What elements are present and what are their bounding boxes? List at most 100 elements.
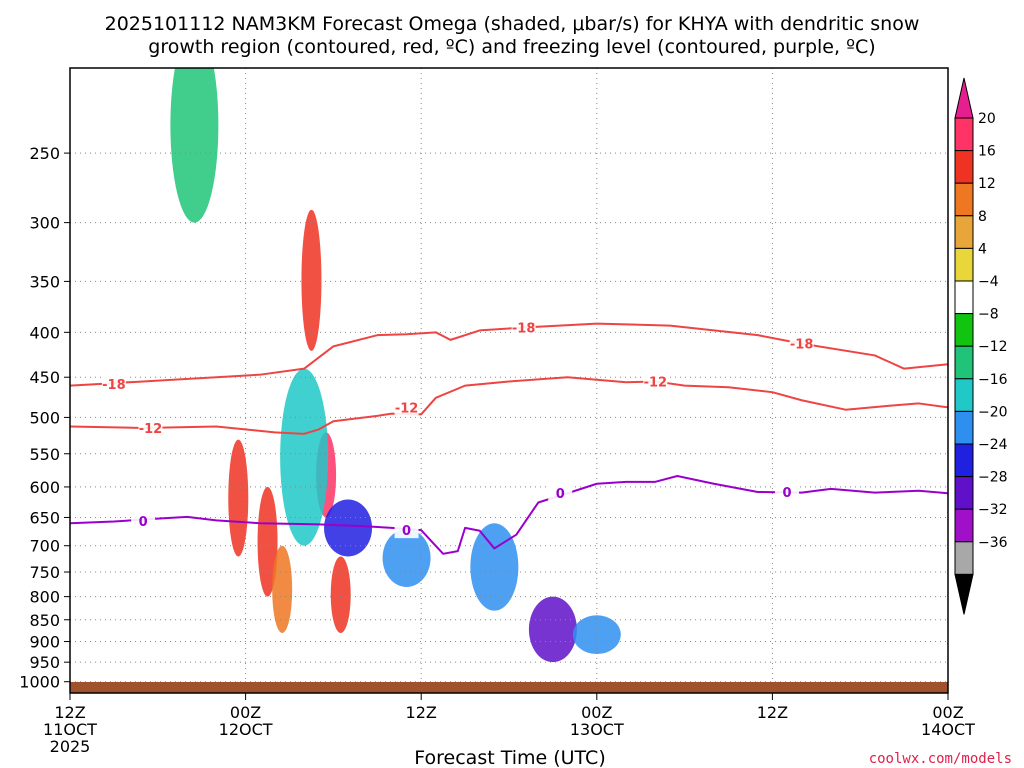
omega-feature: [280, 368, 329, 546]
time-tick-label: 12Z: [406, 703, 437, 722]
colorbar-label: −4: [978, 274, 999, 290]
credit-text: coolwx.com/models: [869, 751, 1012, 767]
omega-feature: [272, 545, 293, 633]
time-tick-label: 12Z: [757, 703, 788, 722]
colorbar-segment: [954, 541, 974, 575]
omega-feature: [572, 615, 621, 655]
omega-feature: [170, 68, 219, 223]
colorbar-segment: [954, 182, 974, 217]
pressure-tick-label: 900: [29, 633, 60, 652]
freezing-level-contour-label-bg: [394, 522, 419, 539]
colorbar-label: −36: [978, 535, 1008, 551]
pressure-tick-label: 850: [29, 611, 60, 630]
pressure-axis: 250 300 350 400 450 500 550 600 650 700 750 800 850 9…: [19, 144, 70, 692]
colorbar-segment: [954, 313, 974, 347]
pressure-tick-label: 800: [29, 588, 60, 607]
colorbar-segment: [954, 117, 974, 152]
dgz-minus18-contour-label: -18: [102, 378, 126, 393]
dgz-minus18-contour-label: -18: [790, 338, 814, 353]
colorbar-label: 8: [978, 209, 987, 225]
freezing-level-contour-label: 0: [783, 486, 792, 501]
dgz-minus12-contour-label-bg: [138, 419, 163, 436]
omega-feature: [470, 523, 519, 611]
colorbar-label: −12: [978, 339, 1008, 355]
colorbar-segment: [954, 410, 974, 445]
dgz-minus18-contour-label-bg: [511, 319, 536, 336]
freezing-level-contour-label: 0: [402, 524, 411, 539]
colorbar-top-arrow: [954, 77, 974, 119]
freezing-level-contour-label-bg: [548, 485, 573, 502]
omega-feature: [228, 439, 249, 557]
dgz-minus12-contour: [70, 376, 948, 435]
time-tick-label: 2025: [50, 737, 91, 756]
time-tick-label: 14OCT: [921, 720, 975, 739]
dgz-minus12-contour-label: -12: [395, 401, 419, 416]
time-tick-label: 12OCT: [219, 720, 273, 739]
pressure-tick-label: 400: [29, 323, 60, 342]
x-axis-title: Forecast Time (UTC): [414, 747, 605, 768]
grid-lines: [70, 68, 948, 693]
colorbar-segment: [954, 345, 974, 380]
dgz-minus12-contour-label-bg: [643, 373, 668, 390]
colorbar-label: −32: [978, 502, 1008, 518]
time-tick-label: 11OCT: [43, 720, 97, 739]
freezing-level-contour-label-bg: [775, 483, 800, 500]
pressure-tick-label: 700: [29, 537, 60, 556]
terrain-surface: [70, 682, 948, 693]
chart-title-line-1: 2025101112 NAM3KM Forecast Omega (shaded…: [105, 13, 920, 35]
omega-feature: [330, 556, 351, 633]
time-tick-label: 12Z: [54, 703, 85, 722]
dgz-minus12-contour-label: -12: [644, 375, 668, 390]
dgz-minus12-contour-label-bg: [394, 399, 419, 416]
colorbar-label: 12: [978, 176, 996, 192]
pressure-tick-label: 550: [29, 445, 60, 464]
colorbar-label: 4: [978, 241, 987, 257]
chart-title-line-2: growth region (contoured, red, ºC) and f…: [148, 36, 875, 58]
dgz-minus18-contour-label-bg: [789, 335, 814, 352]
colorbar-segment: [954, 378, 974, 412]
colorbar-label: −28: [978, 470, 1008, 486]
omega-feature: [528, 596, 577, 663]
pressure-tick-label: 250: [29, 144, 60, 163]
dgz-minus18-contour-label: -18: [512, 322, 536, 337]
omega-shading-layer: [170, 68, 621, 663]
colorbar-label: −20: [978, 404, 1008, 420]
pressure-tick-label: 1000: [19, 673, 60, 692]
pressure-tick-label: 950: [29, 653, 60, 672]
colorbar-segment: [954, 443, 974, 478]
time-tick-label: 13OCT: [570, 720, 624, 739]
pressure-tick-label: 450: [29, 368, 60, 387]
plot-frame: [69, 67, 949, 694]
freezing-level-contour-label: 0: [139, 515, 148, 530]
freezing-level-contour: [70, 474, 948, 555]
dgz-minus12-contour-label: -12: [139, 422, 163, 437]
colorbar-label: 16: [978, 144, 996, 160]
colorbar-label: −24: [978, 437, 1008, 453]
omega-feature: [382, 529, 431, 587]
colorbar-label: 20: [978, 111, 996, 127]
time-tick-label: 00Z: [581, 703, 612, 722]
time-tick-label: 00Z: [932, 703, 963, 722]
dgz-minus18-contour-label-bg: [101, 375, 126, 392]
pressure-tick-label: 600: [29, 478, 60, 497]
colorbar-label: −8: [978, 307, 999, 323]
colorbar-segment: [954, 280, 974, 315]
pressure-tick-label: 300: [29, 214, 60, 233]
colorbar-segment: [954, 215, 974, 249]
colorbar-bottom-arrow: [954, 573, 974, 615]
time-tick-label: 00Z: [230, 703, 261, 722]
freezing-level-contour-label-bg: [131, 512, 156, 529]
colorbar-label: −16: [978, 372, 1008, 388]
pressure-tick-label: 500: [29, 408, 60, 427]
colorbar-segment: [954, 247, 974, 282]
omega-colorbar: 20 16 12 8 4 −4 −8 −12 −16 −20 −24 −28 −32 −36: [954, 77, 1008, 615]
omega-feature: [324, 499, 373, 557]
pressure-tick-label: 750: [29, 563, 60, 582]
pressure-tick-label: 650: [29, 508, 60, 527]
colorbar-segment: [954, 476, 974, 510]
contour-layer: -18 -18 -18 -12 -12 -12 0 0 0 0: [70, 319, 948, 555]
omega-feature: [301, 209, 322, 351]
colorbar-segment: [954, 150, 974, 184]
